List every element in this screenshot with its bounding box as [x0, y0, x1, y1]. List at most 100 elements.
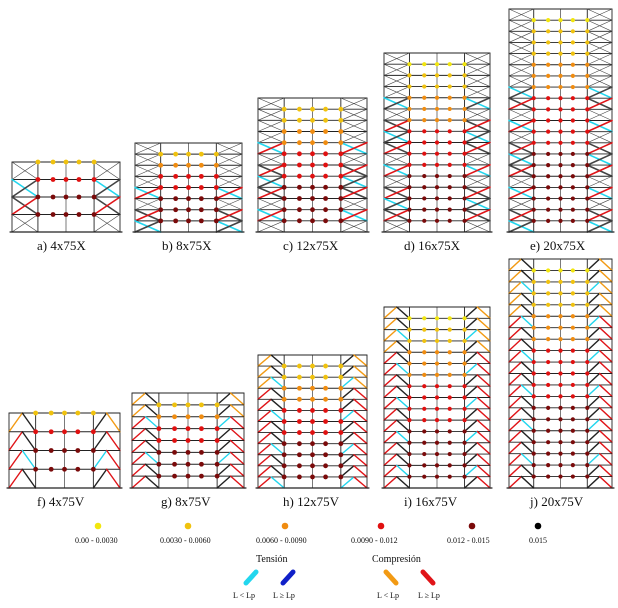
frame-d-hinge-dot — [462, 218, 467, 223]
frame-h-hinge-dot — [281, 463, 287, 469]
frame-h-brace — [340, 476, 355, 489]
frame-j-brace — [520, 361, 535, 375]
frame-c-hinge-dot — [323, 162, 328, 168]
frame-h-brace — [353, 431, 368, 445]
frame-j-hinge-dot — [585, 337, 590, 342]
frame-f-hinge-dot — [33, 410, 39, 416]
frame-e-hinge-dot — [558, 151, 563, 157]
frame-e-hinge-dot — [585, 51, 590, 56]
frame-j-hinge-dot — [558, 463, 563, 468]
frame-j-brace — [508, 281, 523, 295]
frame-b-brace — [215, 208, 243, 222]
frame-c-hinge-dot — [297, 117, 302, 123]
frame-f-hinge-dot — [62, 466, 67, 472]
frame-e-brace — [586, 42, 613, 54]
frame-a-brace — [11, 196, 39, 216]
frame-f-hinge-dot — [33, 448, 39, 453]
frame-i-brace — [476, 475, 491, 489]
frame-i-hinge-dot — [462, 418, 467, 423]
frame-e-hinge-dot — [531, 51, 536, 56]
frame-c-hinge-dot — [281, 129, 287, 134]
frame-j-brace — [520, 327, 535, 340]
frame-e-brace — [586, 186, 613, 200]
frame-j-hinge-dot — [546, 302, 551, 307]
frame-e-brace — [586, 53, 613, 66]
frame-e-brace — [508, 153, 535, 166]
frame-e-hinge-dot — [558, 163, 563, 168]
frame-h-brace — [353, 398, 368, 412]
frame-j-brace — [598, 315, 613, 329]
frame-h-brace — [257, 431, 272, 445]
frame-h-hinge-dot — [310, 396, 315, 402]
frame-d-hinge-dot — [462, 140, 467, 145]
frame-c-brace — [340, 220, 368, 233]
frame-j-hinge-dot — [585, 359, 590, 365]
frame-g-hinge-dot — [214, 402, 220, 408]
frame-b-hinge-dot — [173, 173, 179, 179]
frame-d-hinge-dot — [434, 207, 440, 212]
frame-g-brace — [216, 451, 232, 465]
frame-e-hinge-dot — [531, 218, 536, 223]
frame-c-brace — [340, 108, 368, 121]
frame-d-brace — [383, 141, 411, 155]
frame-c-brace — [340, 186, 368, 200]
frame-f-hinge-dot — [90, 448, 96, 453]
frame-g-hinge-dot — [199, 414, 204, 420]
frame-i-brace — [383, 442, 398, 455]
frame-e-brace — [586, 19, 613, 32]
frame-i-brace — [476, 351, 491, 365]
frame-d-brace — [383, 153, 410, 166]
frame-i-hinge-dot — [407, 418, 412, 423]
frame-i-hinge-dot — [422, 406, 427, 411]
frame-i-hinge-dot — [434, 451, 440, 457]
frame-h-brace — [353, 365, 368, 378]
frame-h-brace — [270, 454, 285, 467]
frame-a-hinge-dot — [63, 177, 69, 182]
frame-e-hinge-dot — [558, 29, 563, 34]
frame-i-brace — [396, 396, 411, 410]
frame-j-hinge-dot — [531, 302, 536, 307]
frame-d-hinge-dot — [447, 162, 452, 167]
frame-i-brace — [383, 419, 398, 433]
frame-e-brace — [508, 86, 535, 99]
frame-e-hinge-dot — [546, 18, 551, 23]
frame-h-brace — [353, 376, 368, 389]
frame-d-hinge-dot — [407, 84, 412, 89]
frame-e-brace — [508, 208, 535, 222]
frame-c-hinge-dot — [310, 106, 315, 112]
frame-i-hinge-dot — [434, 395, 440, 400]
frame-c-hinge-dot — [297, 151, 302, 157]
frame-i-hinge-dot — [434, 361, 440, 366]
frame-i-brace — [383, 475, 398, 489]
frame-j-hinge-dot — [546, 268, 551, 273]
frame-b-hinge-dot — [198, 162, 204, 168]
frame-i-hinge-dot — [462, 327, 467, 332]
frame-a-hinge-dot — [35, 159, 41, 165]
frame-j-hinge-dot — [546, 371, 551, 376]
frame-e-brace — [586, 30, 613, 43]
frame-j-brace — [586, 418, 601, 432]
frame-g-brace — [229, 475, 245, 489]
frame-i-hinge-dot — [434, 372, 440, 377]
frame-d-hinge-dot — [407, 185, 412, 190]
frame-i-brace — [383, 453, 398, 467]
frame-e-hinge-dot — [570, 51, 575, 56]
frame-d-hinge-dot — [422, 106, 427, 112]
frame-j-brace — [598, 407, 613, 420]
legend-brace-label-1: L < Lp — [233, 591, 255, 600]
frame-j-brace — [586, 464, 601, 478]
frame-e-hinge-dot — [531, 29, 536, 34]
frame-h-hinge-dot — [297, 363, 302, 369]
frame-e-hinge-dot — [558, 196, 563, 201]
frame-i-hinge-dot — [462, 384, 467, 389]
frame-e-hinge-dot — [531, 174, 536, 179]
frame-i-hinge-dot — [447, 361, 452, 366]
frame-h-hinge-dot — [281, 363, 287, 369]
frame-d-hinge-dot — [407, 73, 412, 78]
frame-i-hinge-dot — [422, 463, 427, 468]
frame-j-brace — [598, 372, 613, 386]
frame-j-hinge-dot — [585, 314, 590, 319]
frame-h-hinge-dot — [338, 396, 344, 402]
frame-j-hinge-dot — [558, 428, 563, 433]
frame-i-brace — [383, 362, 398, 376]
